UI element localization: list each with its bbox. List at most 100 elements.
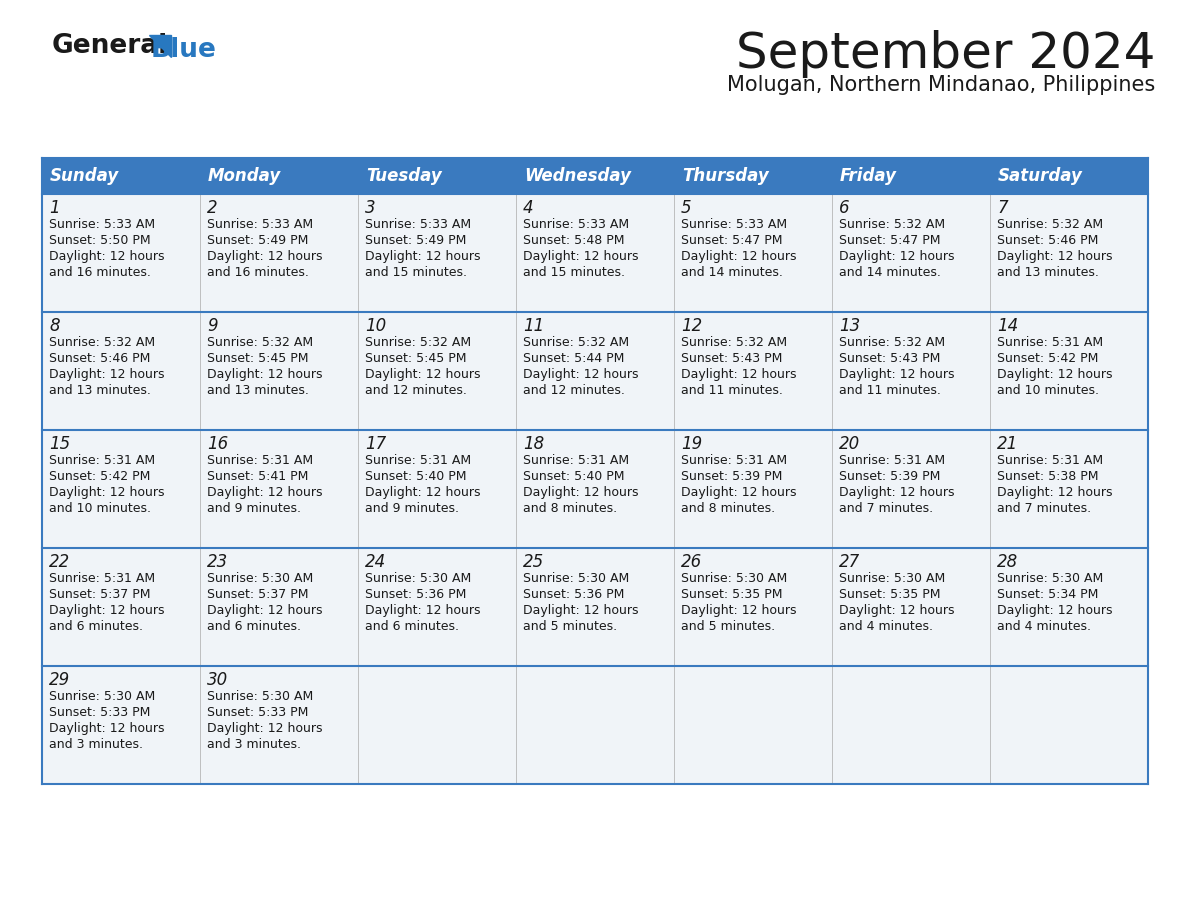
Text: Sunrise: 5:33 AM: Sunrise: 5:33 AM bbox=[365, 218, 472, 231]
Text: Daylight: 12 hours: Daylight: 12 hours bbox=[49, 486, 164, 499]
Bar bbox=[832, 312, 990, 430]
Text: Sunrise: 5:31 AM: Sunrise: 5:31 AM bbox=[49, 454, 156, 467]
Text: 19: 19 bbox=[681, 435, 702, 453]
Text: Sunrise: 5:31 AM: Sunrise: 5:31 AM bbox=[523, 454, 630, 467]
Text: and 13 minutes.: and 13 minutes. bbox=[207, 384, 309, 397]
Bar bbox=[358, 312, 516, 430]
Text: 22: 22 bbox=[49, 553, 70, 571]
Text: and 7 minutes.: and 7 minutes. bbox=[839, 502, 933, 515]
Bar bbox=[200, 548, 358, 666]
Bar bbox=[674, 666, 832, 784]
Bar bbox=[42, 548, 200, 666]
Text: Sunset: 5:37 PM: Sunset: 5:37 PM bbox=[49, 588, 151, 601]
Text: Sunset: 5:46 PM: Sunset: 5:46 PM bbox=[49, 352, 151, 365]
Text: Sunrise: 5:30 AM: Sunrise: 5:30 AM bbox=[49, 690, 156, 703]
Text: Sunset: 5:49 PM: Sunset: 5:49 PM bbox=[365, 234, 467, 247]
Text: Sunrise: 5:30 AM: Sunrise: 5:30 AM bbox=[207, 572, 314, 585]
Text: Daylight: 12 hours: Daylight: 12 hours bbox=[997, 604, 1112, 617]
Text: Sunset: 5:42 PM: Sunset: 5:42 PM bbox=[49, 470, 151, 483]
Text: 30: 30 bbox=[207, 671, 228, 689]
Text: Sunset: 5:50 PM: Sunset: 5:50 PM bbox=[49, 234, 151, 247]
Text: Sunset: 5:35 PM: Sunset: 5:35 PM bbox=[839, 588, 941, 601]
Text: and 14 minutes.: and 14 minutes. bbox=[681, 266, 783, 279]
Bar bbox=[42, 430, 200, 548]
Text: Daylight: 12 hours: Daylight: 12 hours bbox=[49, 250, 164, 263]
Bar bbox=[990, 312, 1148, 430]
Text: Daylight: 12 hours: Daylight: 12 hours bbox=[365, 486, 480, 499]
Text: and 6 minutes.: and 6 minutes. bbox=[49, 620, 143, 633]
Text: Tuesday: Tuesday bbox=[366, 167, 442, 185]
Text: Sunrise: 5:31 AM: Sunrise: 5:31 AM bbox=[49, 572, 156, 585]
Bar bbox=[516, 158, 674, 194]
Text: and 11 minutes.: and 11 minutes. bbox=[839, 384, 941, 397]
Text: 7: 7 bbox=[997, 199, 1007, 217]
Text: Sunday: Sunday bbox=[50, 167, 119, 185]
Text: Sunrise: 5:31 AM: Sunrise: 5:31 AM bbox=[365, 454, 472, 467]
Text: Daylight: 12 hours: Daylight: 12 hours bbox=[997, 486, 1112, 499]
Text: Sunset: 5:34 PM: Sunset: 5:34 PM bbox=[997, 588, 1099, 601]
Text: Daylight: 12 hours: Daylight: 12 hours bbox=[365, 604, 480, 617]
Bar bbox=[674, 548, 832, 666]
Text: Sunrise: 5:30 AM: Sunrise: 5:30 AM bbox=[681, 572, 788, 585]
Bar bbox=[990, 666, 1148, 784]
Text: Sunrise: 5:32 AM: Sunrise: 5:32 AM bbox=[523, 336, 630, 349]
Bar bbox=[832, 158, 990, 194]
Bar bbox=[200, 312, 358, 430]
Text: and 4 minutes.: and 4 minutes. bbox=[839, 620, 933, 633]
Text: and 8 minutes.: and 8 minutes. bbox=[681, 502, 775, 515]
Text: Thursday: Thursday bbox=[682, 167, 769, 185]
Bar bbox=[832, 666, 990, 784]
Text: Sunrise: 5:31 AM: Sunrise: 5:31 AM bbox=[839, 454, 946, 467]
Text: Sunset: 5:40 PM: Sunset: 5:40 PM bbox=[365, 470, 467, 483]
Bar bbox=[358, 430, 516, 548]
Text: Sunrise: 5:32 AM: Sunrise: 5:32 AM bbox=[49, 336, 156, 349]
Bar bbox=[516, 312, 674, 430]
Text: 10: 10 bbox=[365, 317, 386, 335]
Text: 14: 14 bbox=[997, 317, 1018, 335]
Text: Sunset: 5:48 PM: Sunset: 5:48 PM bbox=[523, 234, 625, 247]
Text: Sunrise: 5:33 AM: Sunrise: 5:33 AM bbox=[681, 218, 788, 231]
Text: Sunset: 5:37 PM: Sunset: 5:37 PM bbox=[207, 588, 309, 601]
Text: Daylight: 12 hours: Daylight: 12 hours bbox=[365, 250, 480, 263]
Text: and 16 minutes.: and 16 minutes. bbox=[49, 266, 151, 279]
Text: 26: 26 bbox=[681, 553, 702, 571]
Text: Sunset: 5:43 PM: Sunset: 5:43 PM bbox=[681, 352, 783, 365]
Text: Daylight: 12 hours: Daylight: 12 hours bbox=[207, 250, 322, 263]
Bar bbox=[358, 666, 516, 784]
Text: 29: 29 bbox=[49, 671, 70, 689]
Text: Sunrise: 5:32 AM: Sunrise: 5:32 AM bbox=[997, 218, 1104, 231]
Text: Monday: Monday bbox=[208, 167, 282, 185]
Text: Sunset: 5:45 PM: Sunset: 5:45 PM bbox=[207, 352, 309, 365]
Text: Sunrise: 5:32 AM: Sunrise: 5:32 AM bbox=[365, 336, 472, 349]
Text: 23: 23 bbox=[207, 553, 228, 571]
Bar bbox=[200, 430, 358, 548]
Text: and 7 minutes.: and 7 minutes. bbox=[997, 502, 1091, 515]
Text: 9: 9 bbox=[207, 317, 217, 335]
Text: Sunrise: 5:30 AM: Sunrise: 5:30 AM bbox=[365, 572, 472, 585]
Text: Sunrise: 5:31 AM: Sunrise: 5:31 AM bbox=[997, 454, 1104, 467]
Text: Sunrise: 5:33 AM: Sunrise: 5:33 AM bbox=[49, 218, 156, 231]
Text: Sunset: 5:39 PM: Sunset: 5:39 PM bbox=[839, 470, 941, 483]
Text: Daylight: 12 hours: Daylight: 12 hours bbox=[997, 250, 1112, 263]
Text: Sunset: 5:43 PM: Sunset: 5:43 PM bbox=[839, 352, 941, 365]
Text: Wednesday: Wednesday bbox=[524, 167, 631, 185]
Text: Daylight: 12 hours: Daylight: 12 hours bbox=[839, 250, 954, 263]
Polygon shape bbox=[148, 35, 171, 57]
Text: and 12 minutes.: and 12 minutes. bbox=[523, 384, 625, 397]
Text: Sunrise: 5:32 AM: Sunrise: 5:32 AM bbox=[839, 336, 946, 349]
Text: 21: 21 bbox=[997, 435, 1018, 453]
Text: and 13 minutes.: and 13 minutes. bbox=[49, 384, 151, 397]
Text: Sunrise: 5:33 AM: Sunrise: 5:33 AM bbox=[207, 218, 314, 231]
Text: Daylight: 12 hours: Daylight: 12 hours bbox=[681, 486, 796, 499]
Bar bbox=[832, 430, 990, 548]
Text: 20: 20 bbox=[839, 435, 860, 453]
Text: Sunrise: 5:31 AM: Sunrise: 5:31 AM bbox=[997, 336, 1104, 349]
Text: Daylight: 12 hours: Daylight: 12 hours bbox=[681, 368, 796, 381]
Bar bbox=[42, 158, 200, 194]
Text: Sunset: 5:40 PM: Sunset: 5:40 PM bbox=[523, 470, 625, 483]
Bar bbox=[358, 548, 516, 666]
Text: Daylight: 12 hours: Daylight: 12 hours bbox=[523, 368, 638, 381]
Text: and 3 minutes.: and 3 minutes. bbox=[49, 738, 143, 751]
Bar bbox=[674, 194, 832, 312]
Bar bbox=[516, 666, 674, 784]
